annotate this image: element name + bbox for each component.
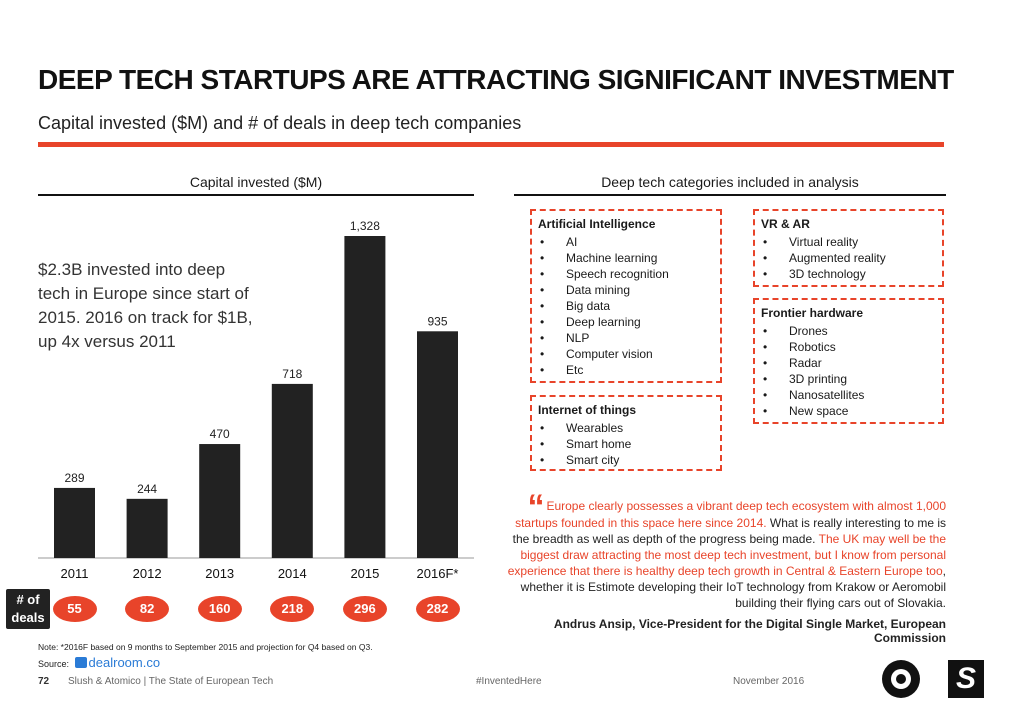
category-hw-title: Frontier hardware [761, 306, 864, 320]
bar-2015 [344, 236, 386, 558]
deal-count-2013: 160 [197, 596, 242, 622]
source-label: Source: [38, 659, 70, 669]
category-label-2015: 2015 [350, 566, 379, 581]
category-item: Drones [761, 323, 936, 339]
chart-heading-rule [38, 194, 474, 196]
deal-count-2012: 82 [125, 596, 170, 622]
category-item: Smart home [538, 436, 714, 452]
investment-callout: $2.3B invested into deep tech in Europe … [38, 260, 253, 351]
atomico-logo-icon: S [948, 660, 984, 698]
bar-2016F* [417, 331, 458, 558]
deals-label-line1: # of [16, 592, 40, 607]
value-label-2014: 718 [282, 367, 302, 381]
page-title: DEEP TECH STARTUPS ARE ATTRACTING SIGNIF… [38, 64, 954, 95]
category-ai: Artificial Intelligence AIMachine learni… [530, 209, 722, 383]
page-subtitle: Capital invested ($M) and # of deals in … [38, 113, 522, 133]
category-item: Etc [538, 362, 714, 378]
category-label-2012: 2012 [133, 566, 162, 581]
source-name[interactable]: dealroom.co [88, 655, 161, 670]
category-item: Big data [538, 298, 714, 314]
category-item: New space [761, 403, 936, 419]
quote-part-2: What is really interesting to me is the … [512, 516, 946, 546]
category-label-2011: 2011 [61, 566, 89, 581]
categories-heading-rule [514, 194, 946, 196]
category-item: Nanosatellites [761, 387, 936, 403]
quote-part-1: Europe clearly possesses a vibrant deep … [515, 499, 946, 530]
categories-heading: Deep tech categories included in analysi… [601, 174, 859, 190]
category-iot-title: Internet of things [538, 403, 636, 417]
category-item: Computer vision [538, 346, 714, 362]
footer-publication: Slush & Atomico | The State of European … [68, 676, 274, 687]
deals-label-line2: deals [11, 610, 45, 625]
footnote: Note: *2016F based on 9 months to Septem… [38, 642, 373, 652]
category-item: Data mining [538, 282, 714, 298]
chart-heading: Capital invested ($M) [189, 174, 323, 190]
quote-part-4: , whether it is Estimote developing thei… [520, 564, 946, 610]
deal-count-2014: 218 [270, 596, 315, 622]
category-item: Radar [761, 355, 936, 371]
bar-2012 [126, 498, 168, 558]
dealroom-logo-icon [74, 657, 87, 668]
category-label-2013: 2013 [205, 566, 234, 581]
value-label-2011: 289 [64, 471, 84, 485]
category-hw-list: DronesRoboticsRadar3D printingNanosatell… [761, 323, 936, 419]
category-vr-title: VR & AR [761, 217, 810, 231]
capital-bar-chart: 289 2011 244 2012 470 2013 718 2014 1,328 2015 935… [38, 219, 474, 581]
title-divider [38, 142, 944, 147]
category-item: Virtual reality [761, 234, 936, 250]
category-vr-ar: VR & AR Virtual realityAugmented reality… [753, 209, 944, 287]
category-item: Smart city [538, 452, 714, 468]
quote-part-3: The UK may well be the biggest draw attr… [507, 532, 946, 578]
footer-hashtag: #InventedHere [476, 676, 542, 687]
bar-2014 [271, 383, 313, 558]
quote-attribution: Andrus Ansip, Vice-President for the Dig… [553, 617, 946, 645]
category-vr-list: Virtual realityAugmented reality3D techn… [761, 234, 936, 282]
category-ai-title: Artificial Intelligence [538, 217, 656, 231]
footer-date: November 2016 [733, 676, 805, 687]
value-label-2012: 244 [137, 482, 157, 496]
deals-row-label: # of deals [6, 589, 50, 629]
bar-2011 [54, 487, 95, 558]
category-item: Augmented reality [761, 250, 936, 266]
slush-logo-icon [882, 660, 920, 698]
category-ai-list: AIMachine learningSpeech recognitionData… [538, 234, 714, 378]
deal-count-2015: 296 [342, 596, 387, 622]
category-item: 3D printing [761, 371, 936, 387]
bar-2013 [199, 444, 241, 558]
value-label-2016F*: 935 [427, 314, 447, 328]
quote-block: “Europe clearly possesses a vibrant deep… [500, 490, 946, 611]
category-item: Machine learning [538, 250, 714, 266]
category-item: NLP [538, 330, 714, 346]
category-label-2016F*: 2016F* [417, 566, 459, 581]
source-line: Source: dealroom.co [38, 655, 160, 670]
deal-count-2016F*: 282 [415, 596, 460, 622]
category-item: 3D technology [761, 266, 936, 282]
category-item: Robotics [761, 339, 936, 355]
category-item: Speech recognition [538, 266, 714, 282]
value-label-2015: 1,328 [350, 219, 380, 233]
category-label-2014: 2014 [278, 566, 307, 581]
category-item: AI [538, 234, 714, 250]
category-item: Wearables [538, 420, 714, 436]
page-number: 72 [38, 676, 50, 687]
category-item: Deep learning [538, 314, 714, 330]
deal-count-2011: 55 [52, 596, 97, 622]
value-label-2013: 470 [210, 427, 230, 441]
category-iot-list: WearablesSmart homeSmart city [538, 420, 714, 468]
category-hardware: Frontier hardware DronesRoboticsRadar3D … [753, 298, 944, 424]
category-iot: Internet of things WearablesSmart homeSm… [530, 395, 722, 471]
